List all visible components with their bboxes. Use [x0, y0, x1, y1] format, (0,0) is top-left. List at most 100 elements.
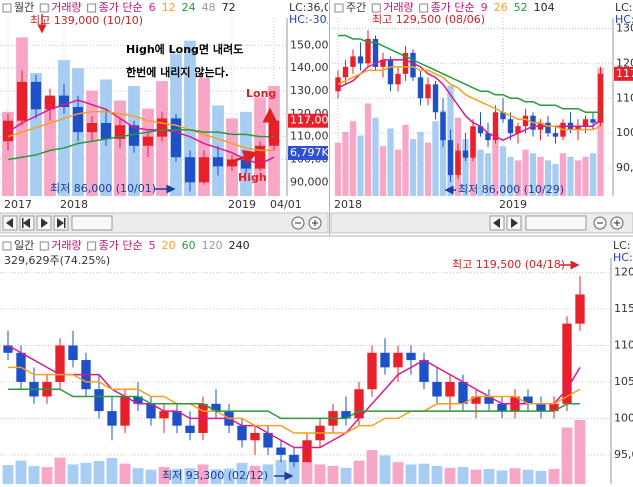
candle-body: [128, 125, 140, 146]
candle-body: [120, 396, 130, 426]
volume-bar: [145, 469, 157, 484]
axis-info: HC:: [613, 251, 633, 264]
candle-body: [395, 73, 401, 85]
candle-body: [380, 59, 386, 67]
candle-body: [107, 411, 117, 426]
axis-info: LC:: [615, 1, 633, 14]
candle-body: [562, 323, 572, 404]
annotation: 최고 129,500 (08/06): [372, 13, 485, 26]
candle-body: [440, 112, 446, 141]
annotation: Long: [246, 87, 276, 100]
volume-bar: [589, 153, 597, 196]
candle-body: [522, 115, 529, 127]
checkbox: [87, 241, 97, 251]
annotation: 최저 86,000 (10/29): [458, 183, 564, 196]
checkbox: [334, 3, 344, 13]
candle-body: [497, 403, 507, 412]
candle-body: [425, 84, 431, 99]
axis-info: HC:: [615, 13, 633, 26]
volume-bar: [28, 465, 40, 484]
checkbox: [2, 3, 12, 13]
volume-bar: [119, 463, 131, 484]
volume-bar: [509, 468, 521, 484]
candle-body: [406, 352, 416, 361]
volume-bar: [198, 77, 210, 196]
volume-bar: [457, 467, 469, 484]
candle-body: [185, 425, 195, 433]
volume-bar: [93, 461, 105, 484]
candle-body: [471, 396, 481, 404]
y-tick-label: 115,000: [614, 302, 633, 315]
volume-bar: [477, 149, 484, 196]
y-tick-label: 105,000: [614, 375, 633, 388]
x-tick-label: 2018: [60, 198, 88, 211]
y-tick-label: 130,000: [616, 21, 633, 34]
candle-body: [44, 95, 56, 110]
volume-bar: [535, 470, 547, 484]
candle-body: [419, 360, 429, 382]
volume-bar: [106, 458, 118, 484]
x-tick-label: 2019: [499, 198, 527, 211]
candle-body: [212, 157, 224, 167]
volume-bar: [496, 470, 508, 484]
volume-bar: [44, 97, 56, 196]
header-text: 5: [149, 239, 156, 252]
toolbar-right: [330, 212, 633, 234]
icon: [493, 218, 500, 228]
checkbox: [2, 241, 12, 251]
scrollbar[interactable]: [71, 215, 113, 231]
candle-body: [417, 77, 424, 99]
candle-body: [198, 157, 210, 183]
volume-bar: [514, 160, 522, 196]
scrollbar[interactable]: [525, 215, 587, 231]
volume-bar: [379, 146, 387, 196]
volume-bar: [80, 462, 92, 484]
volume-bar: [574, 419, 586, 484]
current-price-label: 117,000: [616, 67, 633, 80]
volume-bar: [469, 128, 477, 196]
volume-bar: [522, 149, 529, 196]
annotation: 최고 119,500 (04/18): [452, 258, 565, 271]
volume-bar: [249, 465, 261, 484]
candle-body: [263, 432, 273, 448]
volume-bar: [2, 111, 14, 196]
volume-bar: [288, 454, 300, 484]
volume-bar: [334, 142, 342, 196]
volume-bar: [529, 153, 537, 196]
ma-line: [8, 366, 581, 434]
candle-body: [172, 411, 182, 426]
annotation: 최저 93,300 (02/12): [162, 469, 268, 482]
volume-bar: [561, 427, 573, 484]
volume-bar: [236, 462, 248, 484]
annotation-arrows: [37, 14, 580, 481]
volume-bar: [58, 60, 70, 197]
candle-body: [156, 118, 168, 137]
volume-box: [288, 146, 328, 160]
y-tick-label: 90,000: [290, 175, 329, 188]
volume-bar: [30, 73, 42, 196]
volume-bar: [567, 156, 574, 196]
ma-line: [7, 99, 275, 165]
candle-body: [445, 381, 455, 397]
candle-body: [462, 150, 469, 158]
volume-bar: [405, 464, 417, 484]
candle-body: [387, 59, 394, 85]
candle-body: [184, 157, 196, 183]
candle-body: [55, 345, 65, 382]
candle-body: [30, 81, 42, 110]
volume-bar: [597, 67, 604, 196]
y-tick-label: 120,000: [616, 56, 633, 69]
header-text: 26: [494, 1, 508, 14]
candle-body: [597, 73, 604, 123]
volume-bar: [275, 459, 287, 484]
volume-bar: [507, 156, 514, 196]
header-text: 종가 단순: [99, 239, 143, 252]
arrow: [227, 150, 259, 165]
candle-body: [146, 403, 156, 419]
annotation: 최저 86,000 (10/01): [50, 182, 156, 195]
toolbar-bg: [330, 212, 633, 234]
volume-bar: [394, 149, 402, 196]
volume-bar: [537, 156, 544, 196]
current-price-box: [614, 66, 633, 81]
